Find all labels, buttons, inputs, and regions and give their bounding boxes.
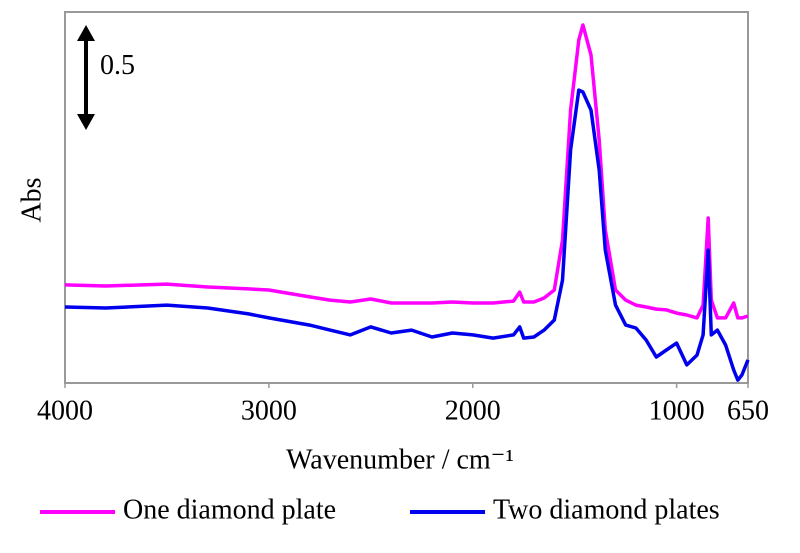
x-tick-label: 3000 bbox=[241, 395, 297, 426]
x-tick-label: 4000 bbox=[37, 395, 93, 426]
legend-label: Two diamond plates bbox=[493, 494, 720, 525]
scale-bar-label: 0.5 bbox=[100, 50, 135, 81]
x-tick-label: 2000 bbox=[445, 395, 501, 426]
plot-frame bbox=[64, 11, 749, 384]
series-line bbox=[64, 88, 750, 382]
scale-bar-arrowhead bbox=[77, 25, 95, 41]
x-axis-title: Wavenumber / cm⁻¹ bbox=[286, 444, 514, 475]
series-line bbox=[64, 23, 749, 320]
y-axis-title: Abs bbox=[16, 177, 47, 222]
legend-label: One diamond plate bbox=[123, 494, 336, 525]
scale-bar-arrowhead bbox=[77, 113, 95, 130]
x-tick-label: 650 bbox=[727, 395, 769, 426]
x-tick-label: 1000 bbox=[649, 395, 705, 426]
